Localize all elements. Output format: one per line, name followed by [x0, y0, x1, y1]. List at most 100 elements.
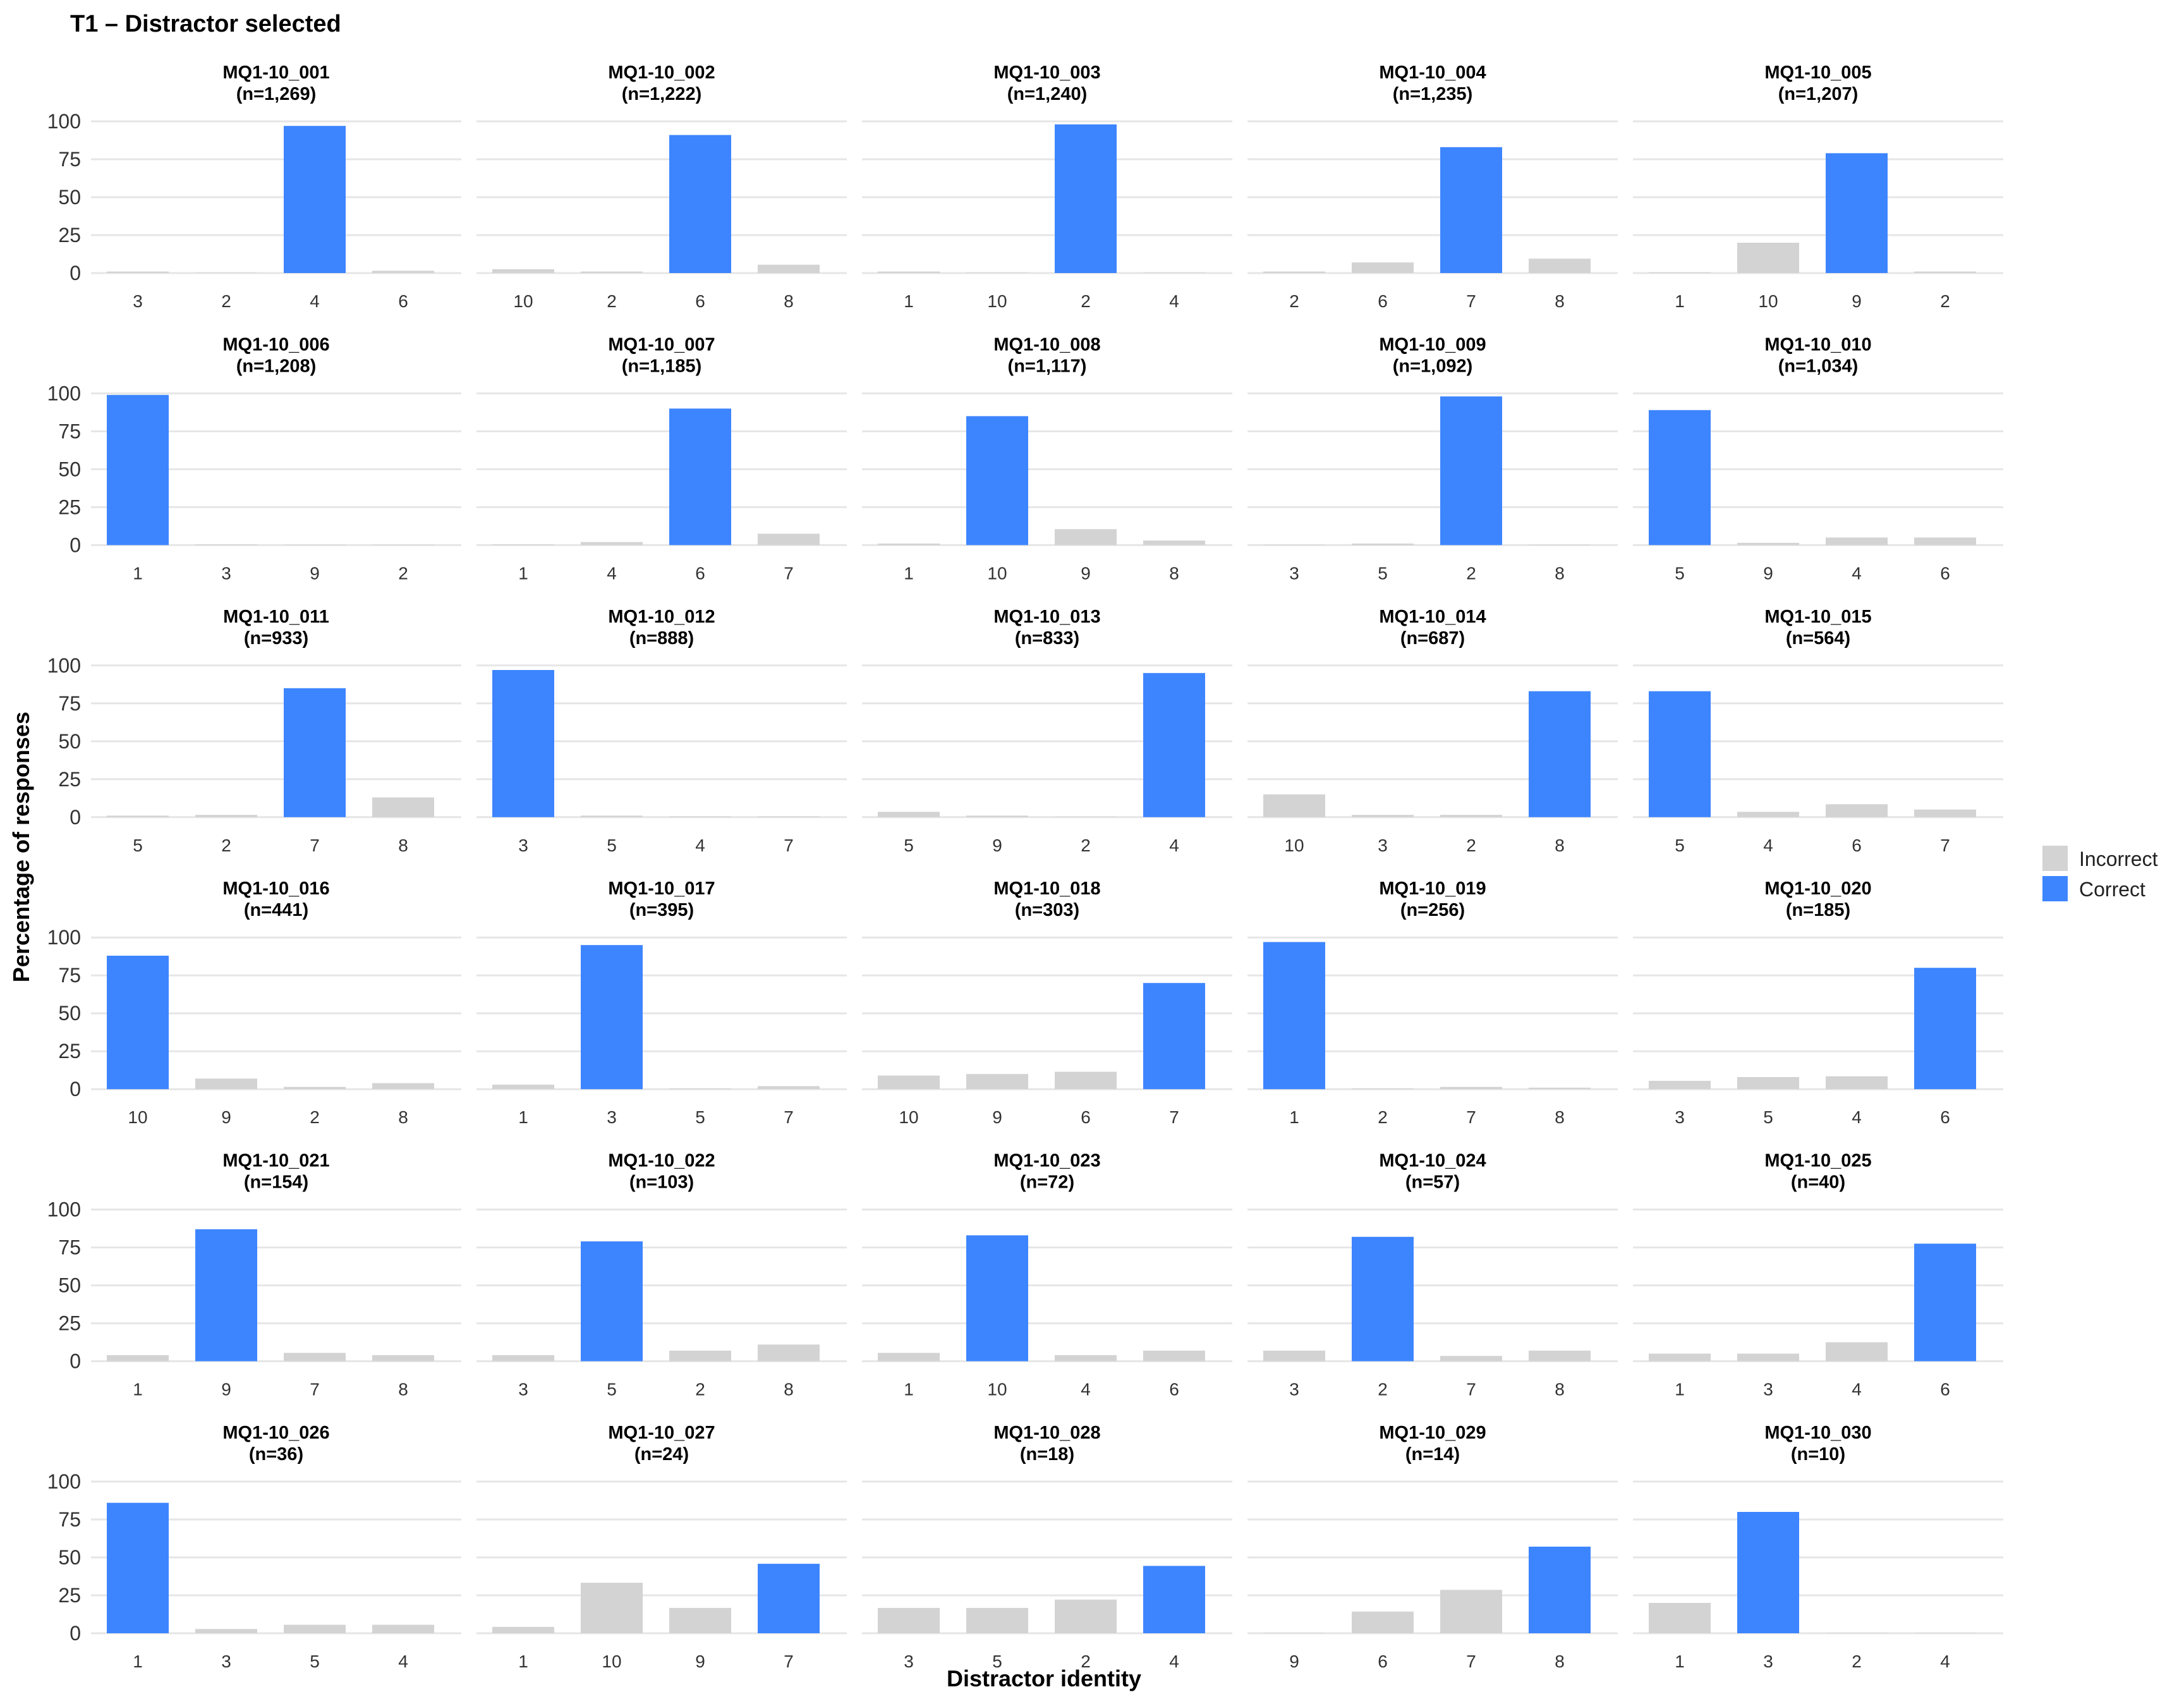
x-tick-label: 3	[518, 836, 528, 855]
panel-count: (n=687)	[1400, 628, 1465, 649]
bar-incorrect	[966, 272, 1028, 273]
panel-count: (n=256)	[1400, 900, 1465, 920]
x-tick-label: 3	[1675, 1107, 1685, 1127]
x-tick-label: 9	[1852, 291, 1862, 311]
bar-incorrect	[195, 1629, 257, 1633]
bar-incorrect	[1649, 1603, 1711, 1633]
x-tick-label: 8	[398, 836, 408, 855]
y-tick-label: 25	[58, 1312, 81, 1335]
panel-count: (n=888)	[629, 628, 694, 649]
y-tick-label: 0	[70, 262, 81, 284]
x-tick-label: 5	[992, 1652, 1002, 1671]
panel-title: MQ1-10_019	[1379, 879, 1486, 899]
panel-MQ1-10_014: MQ1-10_014(n=687) 10 3 2 8	[1247, 607, 1618, 855]
bar-incorrect	[966, 815, 1028, 817]
x-tick-label: 9	[1081, 563, 1091, 583]
bar-incorrect	[878, 271, 940, 273]
x-tick-label: 7	[784, 1652, 794, 1671]
y-tick-label: 0	[70, 1622, 81, 1645]
panel-MQ1-10_020: MQ1-10_020(n=185) 3 5 4 6	[1633, 879, 2003, 1127]
panel-title: MQ1-10_002	[608, 63, 715, 83]
panel-MQ1-10_027: MQ1-10_027(n=24) 1 10 9 7	[476, 1423, 847, 1671]
bar-incorrect	[195, 272, 257, 273]
x-tick-label: 2	[695, 1380, 705, 1399]
bar-incorrect	[195, 815, 257, 817]
panel-count: (n=24)	[634, 1444, 689, 1465]
x-tick-label: 5	[1675, 563, 1685, 583]
panel-count: (n=1,269)	[236, 84, 317, 104]
x-tick-label: 4	[398, 1652, 408, 1671]
panel-MQ1-10_022: MQ1-10_022(n=103) 3 5 2 8	[476, 1151, 847, 1399]
x-tick-label: 4	[1852, 1380, 1862, 1399]
bar-incorrect	[966, 1607, 1028, 1633]
panel-title: MQ1-10_020	[1764, 879, 1871, 899]
y-tick-label: 25	[58, 1584, 81, 1607]
bar-incorrect	[878, 812, 940, 817]
x-tick-label: 3	[1289, 1380, 1299, 1399]
x-tick-label: 4	[607, 563, 617, 583]
x-tick-label: 7	[1169, 1107, 1179, 1127]
y-tick-label: 75	[58, 692, 81, 715]
panel-title: MQ1-10_006	[222, 334, 329, 355]
bar-incorrect	[1055, 529, 1117, 545]
x-tick-label: 10	[987, 1380, 1007, 1399]
bar-correct	[1055, 124, 1117, 273]
x-tick-label: 1	[904, 291, 914, 311]
panel-title: MQ1-10_009	[1379, 334, 1486, 355]
panel-count: (n=14)	[1405, 1444, 1460, 1465]
x-tick-label: 8	[1555, 836, 1565, 855]
bar-incorrect	[195, 1078, 257, 1090]
bar-incorrect	[1529, 259, 1591, 273]
x-tick-label: 4	[1852, 1107, 1862, 1127]
bar-incorrect	[1914, 1633, 1976, 1634]
x-tick-label: 9	[1763, 563, 1773, 583]
chart-title: T1 – Distractor selected	[70, 11, 341, 37]
x-tick-label: 8	[1555, 1107, 1565, 1127]
x-tick-label: 7	[1466, 1380, 1476, 1399]
x-tick-label: 1	[904, 1380, 914, 1399]
bar-incorrect	[372, 1083, 434, 1090]
x-tick-label: 1	[1675, 1380, 1685, 1399]
panel-MQ1-10_001: MQ1-10_001(n=1,269) 0 25 50 75 100 3 2 4 6	[47, 63, 461, 311]
x-tick-label: 3	[1378, 836, 1388, 855]
legend-label-correct: Correct	[2079, 878, 2145, 901]
bar-correct	[284, 126, 346, 273]
x-tick-label: 5	[607, 1380, 617, 1399]
bar-incorrect	[1263, 271, 1325, 273]
y-tick-label: 50	[58, 730, 81, 753]
x-tick-label: 2	[1466, 836, 1476, 855]
x-tick-label: 1	[133, 563, 143, 583]
bar-correct	[1143, 673, 1205, 817]
bar-correct	[107, 394, 169, 545]
panel-title: MQ1-10_017	[608, 879, 715, 899]
bar-incorrect	[581, 1583, 643, 1633]
panel-MQ1-10_005: MQ1-10_005(n=1,207) 1 10 9 2	[1633, 63, 2003, 311]
panel-title: MQ1-10_027	[608, 1423, 715, 1443]
bar-incorrect	[1440, 1356, 1502, 1361]
panel-MQ1-10_030: MQ1-10_030(n=10) 1 3 2 4	[1633, 1423, 2003, 1671]
y-tick-label: 50	[58, 186, 81, 209]
x-tick-label: 3	[518, 1380, 528, 1399]
x-tick-label: 6	[1378, 291, 1388, 311]
panel-title: MQ1-10_011	[223, 607, 329, 627]
panel-title: MQ1-10_010	[1764, 334, 1871, 355]
bar-incorrect	[1826, 1342, 1888, 1361]
x-tick-label: 4	[310, 291, 320, 311]
bar-correct	[107, 1502, 169, 1633]
panel-title: MQ1-10_023	[993, 1151, 1100, 1171]
panel-title: MQ1-10_030	[1764, 1423, 1871, 1443]
x-tick-label: 10	[1284, 836, 1304, 855]
bar-incorrect	[966, 1074, 1028, 1090]
panel-count: (n=103)	[629, 1172, 694, 1193]
x-tick-label: 7	[1940, 836, 1950, 855]
panel-title: MQ1-10_008	[993, 334, 1100, 355]
y-axis-label: Percentage of responses	[8, 712, 34, 982]
panel-title: MQ1-10_014	[1379, 607, 1486, 627]
bar-incorrect	[284, 1087, 346, 1090]
bar-incorrect	[372, 1355, 434, 1361]
x-tick-label: 6	[1940, 1107, 1950, 1127]
bar-incorrect	[1263, 794, 1325, 817]
x-tick-label: 1	[1289, 1107, 1299, 1127]
panel-MQ1-10_007: MQ1-10_007(n=1,185) 1 4 6 7	[476, 334, 847, 583]
y-tick-label: 75	[58, 1508, 81, 1531]
